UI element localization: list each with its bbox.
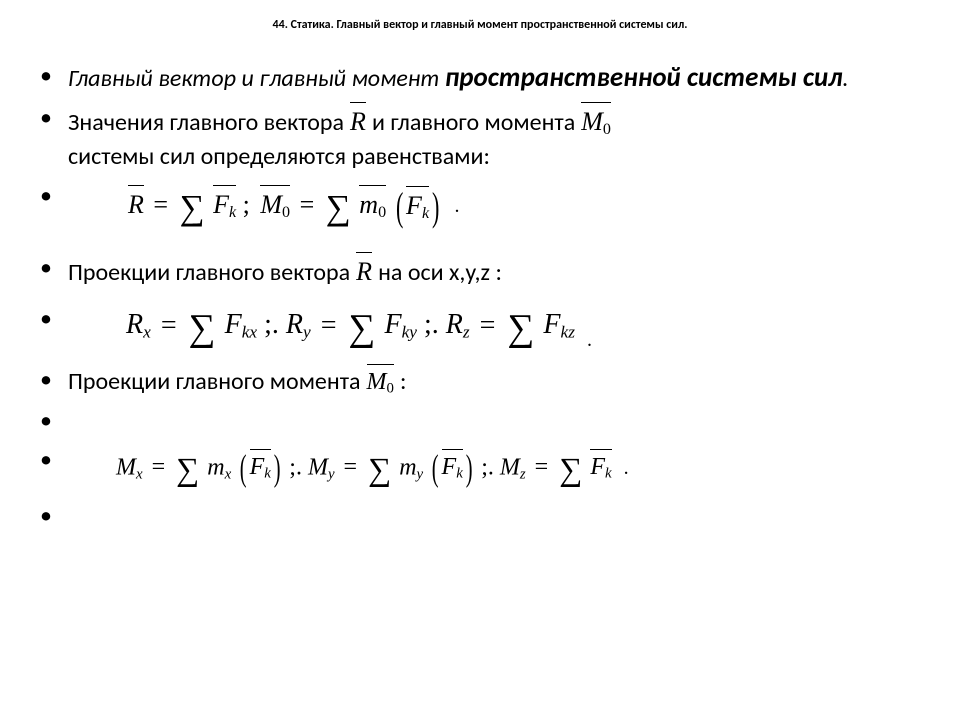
eq1-dot: . [443, 193, 460, 220]
b1-pre: Главный вектор и главный момент [68, 64, 445, 93]
equation-3: Mx = ∑ mx (Fk) ;. My = ∑ my (Fk) ;. Mz =… [116, 444, 612, 494]
b2-c: системы сил определяются равенствами: [68, 141, 490, 173]
slide: 44. Статика. Главный вектор и главный мо… [0, 0, 960, 720]
eq3-dot: . [612, 455, 629, 482]
sym-M0-2: M0 [361, 364, 400, 399]
bullet-1: Главный вектор и главный момент простран… [40, 60, 920, 96]
bullet-9-empty [40, 500, 920, 532]
bullet-6: Проекции главного момента M0 : [40, 364, 920, 399]
sym-R-1: R [344, 102, 372, 139]
bullet-list: Главный вектор и главный момент простран… [40, 60, 920, 532]
bullet-8: Mx = ∑ mx (Fk) ;. My = ∑ my (Fk) ;. Mz =… [40, 444, 920, 494]
b2-b: и главного момента [372, 107, 575, 139]
bullet-5: Rx = ∑ Fkx ;. Ry = ∑ Fky ;. Rz = ∑ Fkz . [40, 303, 920, 354]
bullet-3: R = ∑ Fk ; M0 = ∑ m0 (Fk) . [40, 180, 920, 234]
b4-a: Проекции главного вектора [68, 257, 350, 289]
equation-2: Rx = ∑ Fkx ;. Ry = ∑ Fky ;. Rz = ∑ Fkz [126, 303, 575, 354]
slide-header: 44. Статика. Главный вектор и главный мо… [120, 18, 840, 32]
equation-1: R = ∑ Fk ; M0 = ∑ m0 (Fk) [128, 180, 443, 234]
b6-b: : [400, 366, 406, 398]
b1-post: . [842, 64, 848, 93]
b4-b: на оси x,y,z : [378, 257, 502, 289]
eq2-dot: . [575, 327, 592, 354]
b2-a: Значения главного вектора [68, 107, 344, 139]
b1-emph: пространственной системы сил [445, 61, 843, 94]
b6-a: Проекции главного момента [68, 366, 361, 398]
bullet-7-empty [40, 405, 920, 437]
sym-M0-1: M0 [575, 102, 617, 141]
bullet-2: Значения главного вектора R и главного м… [40, 102, 920, 173]
sym-R-2: R [350, 252, 378, 289]
bullet-4: Проекции главного вектора R на оси x,y,z… [40, 252, 920, 289]
